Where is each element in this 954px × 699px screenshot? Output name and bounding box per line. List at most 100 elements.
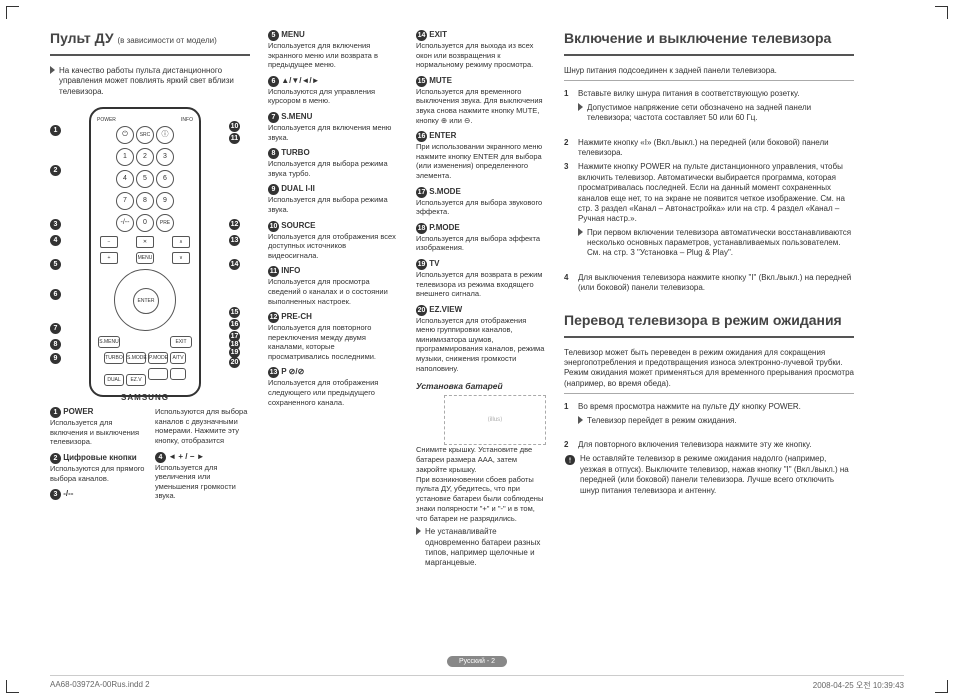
desc-item: 15 MUTE Используется для временного выклю… bbox=[416, 76, 546, 125]
callout-num: 8 bbox=[268, 148, 279, 159]
desc-title: EZ.VIEW bbox=[429, 305, 462, 314]
battery-heading: Установка батарей bbox=[416, 381, 546, 391]
desc-title: TURBO bbox=[281, 148, 309, 157]
callout-num: 9 bbox=[268, 184, 279, 195]
remote-wrap: POWERINFO ⏻SRCⓘ 123 456 789 -/--0PRE −✕∧… bbox=[50, 107, 240, 397]
desc-item: 14 EXIT Используется для выхода из всех о… bbox=[416, 30, 546, 70]
brand-label: SAMSUNG bbox=[97, 393, 193, 402]
step-text: Нажмите кнопку «I» (Вкл./выкл.) на перед… bbox=[578, 138, 854, 159]
desc-item: 9 DUAL I-IIИспользуется для выбора режим… bbox=[268, 184, 398, 214]
desc-title: EXIT bbox=[429, 30, 447, 39]
callout-num: 12 bbox=[268, 312, 279, 323]
desc-item: 17 S.MODEИспользуется для выбора звуково… bbox=[416, 187, 546, 217]
page-footer: Русский - 2 bbox=[0, 656, 954, 667]
desc-item: 16 ENTER При использовании экранного меню… bbox=[416, 131, 546, 180]
step-num: 1 bbox=[564, 89, 578, 133]
desc-text: Используется для выбора звукового эффект… bbox=[416, 198, 542, 217]
callout-num: 16 bbox=[416, 131, 427, 142]
callout-num: 6 bbox=[268, 76, 279, 87]
desc-title: SOURCE bbox=[281, 221, 315, 230]
step-text: Для выключения телевизора нажмите кнопку… bbox=[578, 273, 854, 294]
desc-title: POWER bbox=[63, 407, 93, 416]
desc-text: Используется для отображения меню группи… bbox=[416, 316, 544, 373]
desc-item: 4 ◄ + / − ► Используется для увеличения и… bbox=[155, 452, 250, 501]
column-remote: Пульт ДУ (в зависимости от модели) На ка… bbox=[50, 30, 250, 579]
step-item: 3Нажмите кнопку POWER на пульте дистанци… bbox=[564, 162, 854, 269]
callout-num: 15 bbox=[416, 76, 427, 87]
column-right-desc: 14 EXIT Используется для выхода из всех о… bbox=[416, 30, 546, 579]
section-title-remote: Пульт ДУ (в зависимости от модели) bbox=[50, 30, 250, 46]
desc-text: Используются для управления курсором в м… bbox=[268, 87, 375, 106]
desc-title: ▲/▼/◄/► bbox=[281, 76, 319, 85]
desc-item: 1 POWERИспользуется для включения и выкл… bbox=[50, 407, 145, 447]
divider bbox=[50, 54, 250, 56]
section-title-poweron: Включение и выключение телевизора bbox=[564, 30, 854, 46]
remote-illustration: POWERINFO ⏻SRCⓘ 123 456 789 -/--0PRE −✕∧… bbox=[89, 107, 201, 397]
step-num: 2 bbox=[564, 440, 578, 450]
desc-title: P.MODE bbox=[429, 223, 460, 232]
callout-num: 19 bbox=[416, 259, 427, 270]
desc-item: 12 PRE-CH Используется для повторного пер… bbox=[268, 312, 398, 361]
desc-title: ENTER bbox=[429, 131, 456, 140]
desc-item: 18 P.MODEИспользуется для выбора эффекта… bbox=[416, 223, 546, 253]
callout-num: 4 bbox=[155, 452, 166, 463]
battery-section: ⟨illus⟩ Снимите крышку. Установите две б… bbox=[416, 395, 546, 569]
desc-text: Используются для выбора каналов с двузна… bbox=[155, 407, 247, 445]
desc-title: -/-- bbox=[63, 489, 73, 498]
desc-item: 13 P ⊘/⊘Используется для отображения сле… bbox=[268, 367, 398, 407]
callout-num: 11 bbox=[268, 266, 279, 277]
column-middle: 5 MENUИспользуется для включения экранно… bbox=[268, 30, 398, 579]
section-title-standby: Перевод телевизора в режим ожидания bbox=[564, 312, 854, 328]
desc-text: Используется для увеличения или уменьшен… bbox=[155, 463, 236, 501]
desc-text: Используется для временного выключения з… bbox=[416, 87, 543, 125]
step-item: 1Во время просмотра нажмите на пульте ДУ… bbox=[564, 402, 854, 436]
desc-item: 10 SOURCEИспользуется для отображения вс… bbox=[268, 221, 398, 261]
desc-text: Используется для выбора режима звука тур… bbox=[268, 159, 388, 178]
arrow-icon bbox=[50, 66, 55, 74]
desc-item: 3 -/-- bbox=[50, 489, 145, 500]
crop-mark bbox=[935, 680, 948, 693]
desc-title: PRE-CH bbox=[281, 312, 312, 321]
desc-item: 8 TURBO Используется для выбора режима зв… bbox=[268, 148, 398, 178]
page-columns: Пульт ДУ (в зависимости от модели) На ка… bbox=[50, 30, 904, 579]
desc-text: Используется для отображения следующего … bbox=[268, 378, 378, 406]
callout-num: 14 bbox=[416, 30, 427, 41]
desc-title: S.MODE bbox=[429, 187, 461, 196]
step-text: Для повторного включения телевизора нажм… bbox=[578, 440, 854, 450]
desc-item: 6 ▲/▼/◄/► Используются для управления кур… bbox=[268, 76, 398, 106]
desc-item: Используются для выбора каналов с двузна… bbox=[155, 407, 250, 445]
callout-num: 3 bbox=[50, 489, 61, 500]
desc-item: 5 MENUИспользуется для включения экранно… bbox=[268, 30, 398, 70]
callout-num: 10 bbox=[268, 221, 279, 232]
callout-num: 20 bbox=[416, 305, 427, 316]
crop-mark bbox=[6, 6, 19, 19]
hand-icon bbox=[564, 454, 576, 466]
step-num: 3 bbox=[564, 162, 578, 269]
manual-page: Пульт ДУ (в зависимости от модели) На ка… bbox=[0, 0, 954, 699]
desc-title: S.MENU bbox=[281, 112, 312, 121]
desc-item: 20 EZ.VIEW Используется для отображения м… bbox=[416, 305, 546, 374]
desc-title: ◄ + / − ► bbox=[168, 452, 204, 461]
callout-num: 5 bbox=[268, 30, 279, 41]
step-item: 2Для повторного включения телевизора наж… bbox=[564, 440, 854, 450]
desc-text: Используется для повторного переключения… bbox=[268, 323, 376, 361]
desc-title: DUAL I-II bbox=[281, 184, 315, 193]
column-right-sections: Включение и выключение телевизора Шнур п… bbox=[564, 30, 854, 579]
callout-num: 1 bbox=[50, 407, 61, 418]
desc-title: MUTE bbox=[429, 76, 452, 85]
desc-text: При использовании экранного меню нажмите… bbox=[416, 142, 542, 180]
desc-text: Используется для включения экранного мен… bbox=[268, 41, 378, 69]
desc-text: Используется для включения меню звука. bbox=[268, 123, 391, 142]
standby-intro: Телевизор может быть переведен в режим о… bbox=[564, 348, 854, 390]
standby-warning: Не оставляйте телевизор в режиме ожидани… bbox=[564, 454, 854, 496]
callout-num: 18 bbox=[416, 223, 427, 234]
battery-illustration: ⟨illus⟩ bbox=[444, 395, 546, 445]
poweron-intro: Шнур питания подсоединен к задней панели… bbox=[564, 66, 854, 76]
desc-text: Используется для выхода из всех окон или… bbox=[416, 41, 533, 69]
desc-item: 19 TVИспользуется для возврата в режим т… bbox=[416, 259, 546, 299]
desc-item: 7 S.MENUИспользуется для включения меню … bbox=[268, 112, 398, 142]
step-num: 1 bbox=[564, 402, 578, 436]
desc-item: 2 Цифровые кнопкиИспользуются для прямог… bbox=[50, 453, 145, 483]
desc-title: P ⊘/⊘ bbox=[281, 367, 304, 376]
desc-title: INFO bbox=[281, 266, 300, 275]
